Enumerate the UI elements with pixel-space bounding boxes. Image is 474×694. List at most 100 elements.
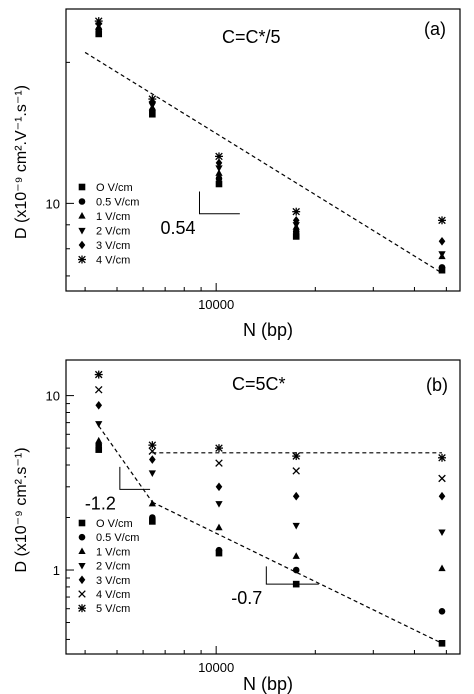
- data-point: [292, 222, 300, 229]
- legend-label: O V/cm: [96, 182, 133, 194]
- legend-marker: [78, 575, 86, 585]
- panel-b: 10000 1 10 -1.2 -0.7 O V/cm 0.5 V/cm 1 V/cm 2…: [13, 359, 461, 694]
- legend-marker: [78, 604, 86, 613]
- data-point: [149, 518, 156, 525]
- data-point: [292, 467, 300, 475]
- series-5-v-cm: [94, 370, 446, 462]
- data-point: [148, 441, 157, 450]
- data-point: [95, 446, 103, 453]
- legend-label: 1 V/cm: [96, 546, 130, 558]
- panel-label-b: (b): [426, 375, 448, 395]
- series-1-v-cm: [95, 23, 446, 260]
- legend-label: 0.5 V/cm: [96, 197, 139, 209]
- data-point: [215, 459, 223, 467]
- data-point: [148, 499, 156, 507]
- legend-marker: [78, 533, 86, 541]
- series-0-5-v-cm: [95, 26, 446, 271]
- data-point: [438, 564, 446, 572]
- x-ticks-a: 10000: [84, 283, 447, 312]
- legend-marker: [78, 227, 86, 235]
- legend-label: 0.5 V/cm: [96, 532, 139, 544]
- y-tick-label: 1: [53, 563, 60, 578]
- slope-value-label: -0.7: [231, 588, 262, 608]
- data-point: [94, 17, 103, 26]
- data-point: [94, 386, 103, 394]
- data-point: [215, 523, 223, 531]
- data-point: [148, 447, 157, 455]
- slope-value-label: 0.54: [160, 218, 195, 238]
- data-point: [292, 491, 300, 501]
- condition-label-b: C=5C*: [232, 374, 286, 394]
- legend-marker: [78, 562, 86, 570]
- data-point: [215, 180, 223, 188]
- panel-a: 10000 10 0.54 O V/cm 0.5 V/cm 1 V/cm 2 V/cm…: [13, 8, 461, 340]
- data-point: [292, 207, 301, 216]
- data-point: [292, 552, 300, 559]
- legend-b: O V/cm 0.5 V/cm 1 V/cm 2 V/cm 3 V/cm 4 V/cm 5 …: [78, 518, 139, 615]
- data-point: [438, 640, 446, 647]
- data-point: [149, 514, 156, 521]
- data-point: [215, 169, 223, 176]
- data-point: [292, 233, 300, 240]
- series-o-v-cm: [95, 30, 446, 274]
- series-4-v-cm: [94, 386, 446, 483]
- data-point: [95, 421, 103, 428]
- fit-lines-a: [84, 51, 443, 274]
- legend-marker: [78, 519, 86, 527]
- data-point: [95, 400, 103, 410]
- data-point: [148, 470, 156, 477]
- data-point: [438, 474, 446, 483]
- data-point: [215, 158, 223, 168]
- legend-label: 1 V/cm: [96, 211, 130, 223]
- y-ticks-b: 1 10: [46, 389, 74, 640]
- legend-marker: [78, 212, 86, 219]
- legend-label: 4 V/cm: [96, 255, 130, 267]
- annotations-b: -1.2 -0.7: [85, 466, 319, 608]
- data-point: [438, 264, 446, 271]
- data-point: [149, 455, 156, 464]
- legend-marker: [78, 183, 86, 191]
- data-point: [95, 436, 103, 444]
- data-points-a: [94, 17, 446, 274]
- series-3-v-cm: [95, 19, 446, 246]
- data-point: [215, 444, 223, 453]
- x-tick-label: 10000: [198, 297, 234, 312]
- data-point: [215, 546, 223, 554]
- legend-label: 3 V/cm: [96, 240, 130, 252]
- series-3-v-cm: [95, 400, 446, 501]
- legend-label: O V/cm: [96, 518, 133, 530]
- series-1-v-cm: [95, 436, 446, 572]
- series-o-v-cm: [95, 446, 446, 647]
- legend-marker: [78, 590, 86, 598]
- legend-a: O V/cm 0.5 V/cm 1 V/cm 2 V/cm 3 V/cm 4 V/cm: [78, 182, 139, 267]
- legend-label: 2 V/cm: [96, 226, 130, 238]
- power-law-fit-line: [98, 425, 153, 503]
- data-point: [438, 251, 446, 258]
- data-point: [215, 165, 223, 172]
- y-axis-label-a: D (x10⁻⁹ cm².V⁻¹.s⁻¹): [13, 85, 30, 239]
- legend-label: 3 V/cm: [96, 575, 130, 587]
- x-tick-label: 10000: [198, 660, 234, 675]
- data-point: [292, 522, 300, 530]
- x-axis-label-a: N (bp): [243, 320, 293, 340]
- data-point: [438, 491, 446, 501]
- plot-frame-b: [65, 359, 461, 655]
- power-law-fit-line: [84, 51, 443, 274]
- data-point: [292, 216, 300, 225]
- data-point: [148, 95, 157, 104]
- data-point: [438, 529, 446, 537]
- data-point: [438, 236, 446, 246]
- x-ticks-b: 10000: [84, 646, 447, 675]
- data-point: [292, 228, 300, 235]
- data-point: [95, 30, 103, 38]
- data-point: [149, 110, 156, 118]
- slope-indicator: [198, 191, 240, 215]
- slope-indicator: [265, 566, 319, 585]
- data-point: [292, 566, 300, 574]
- panel-label-a: (a): [424, 19, 446, 39]
- legend-label: 4 V/cm: [96, 589, 130, 601]
- y-axis-label-b: D (x10⁻⁹ cm².s⁻¹): [13, 447, 30, 572]
- legend-marker: [78, 547, 86, 555]
- condition-label-a: C=C*/5: [222, 27, 281, 47]
